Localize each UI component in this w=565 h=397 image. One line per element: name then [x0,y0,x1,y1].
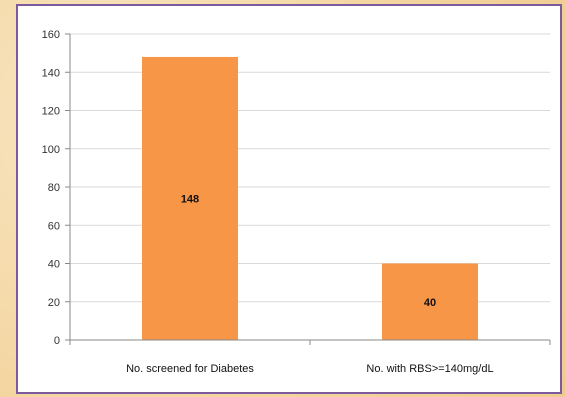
y-tick-label: 100 [42,144,60,156]
y-tick-label: 20 [48,297,60,309]
data-labels: 148 40 [181,193,436,308]
bars [142,56,478,340]
y-tick-label: 60 [48,220,60,232]
category-labels: No. screened for Diabetes No. with RBS>=1… [126,363,493,375]
y-tick-label: 40 [48,259,60,271]
y-tick-label: 140 [42,67,60,79]
chart-frame: 0 20 40 60 80 100 120 140 160 No. screened for D… [16,4,562,394]
bar [382,263,478,340]
y-axis-tick-labels: 0 20 40 60 80 100 120 140 160 [42,29,60,347]
axes [65,33,551,345]
bar-value-label: 148 [181,193,199,205]
y-tick-label: 0 [54,335,60,347]
bar [142,56,238,340]
x-category-label: No. screened for Diabetes [126,363,254,375]
y-tick-label: 160 [42,29,60,41]
y-tick-label: 80 [48,182,60,194]
bar-value-label: 40 [424,297,436,309]
bar-chart: 0 20 40 60 80 100 120 140 160 No. screened for D… [42,29,551,375]
y-tick-label: 120 [42,106,60,118]
x-category-label: No. with RBS>=140mg/dL [366,363,493,375]
